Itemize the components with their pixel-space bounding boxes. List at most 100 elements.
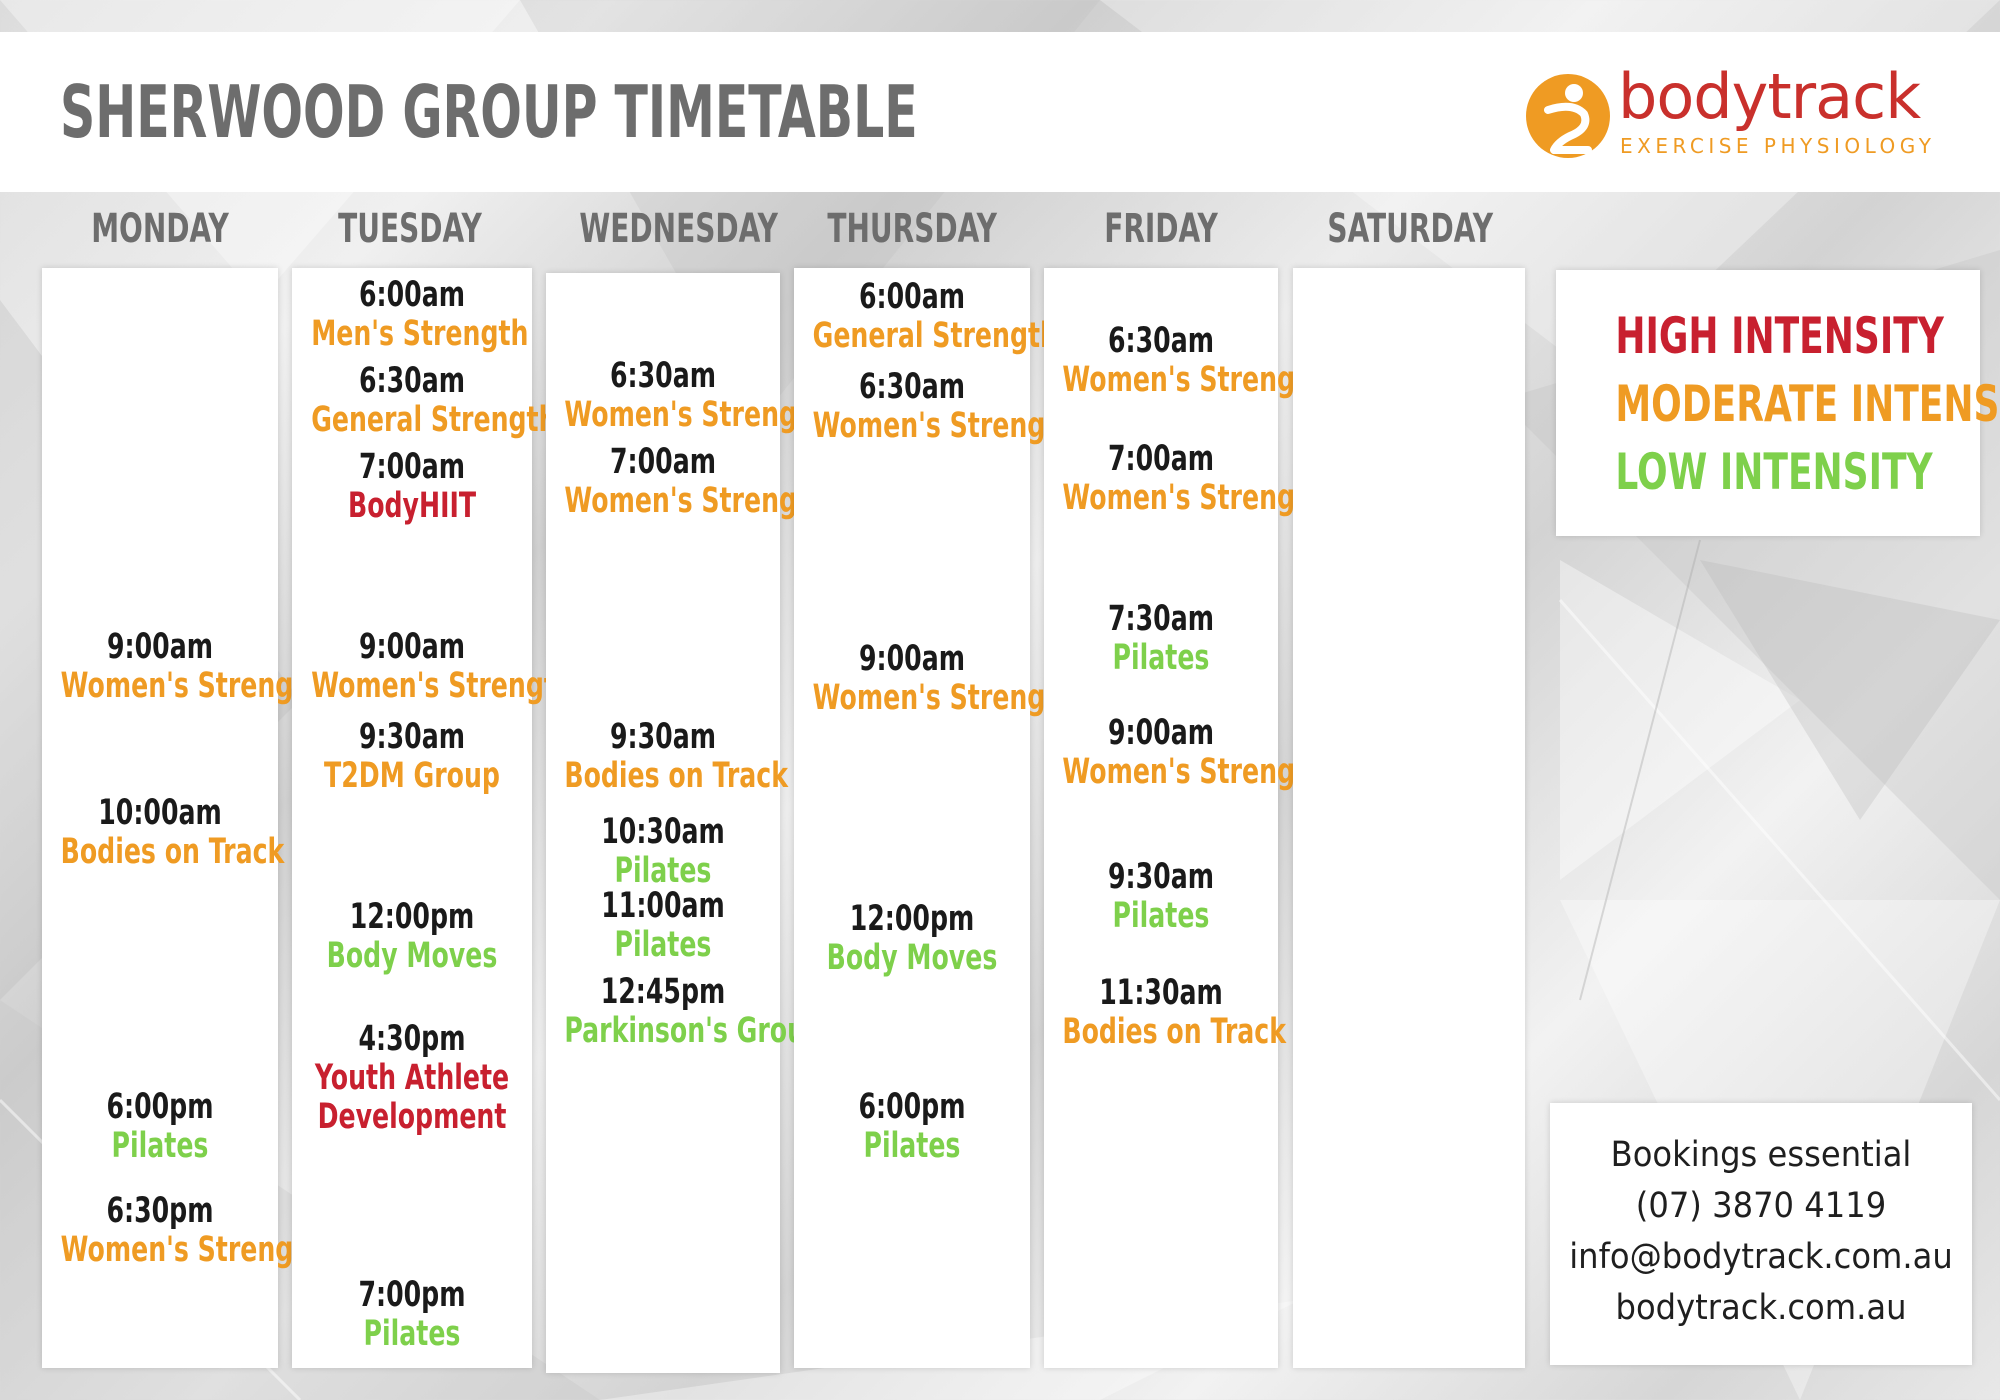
class-name: Women's Strength (60, 1230, 324, 1270)
class-name: Bodies on Track (1062, 1012, 1286, 1052)
bodytrack-logo-icon (1526, 74, 1610, 158)
class-time: 6:30am (1108, 321, 1214, 361)
email-link[interactable]: info@bodytrack.com.au (1569, 1237, 1953, 1277)
class-slot: 6:00pm Pilates (774, 1088, 1050, 1166)
class-slot: 7:00pm Pilates (272, 1276, 552, 1354)
class-time: 9:30am (359, 717, 465, 757)
class-time: 7:30am (1108, 599, 1214, 639)
class-name: Body Moves (826, 938, 998, 978)
class-name: T2DM Group (324, 756, 500, 796)
class-time: 12:00pm (849, 899, 975, 939)
class-name: Men's Strength (311, 314, 529, 354)
class-slot: 6:30am Women's Strength (774, 367, 1076, 446)
website-link[interactable]: bodytrack.com.au (1615, 1288, 1907, 1328)
class-time: 9:00am (859, 639, 965, 679)
day-header-saturday: SATURDAY (1327, 206, 1493, 252)
class-name: Body Moves (326, 936, 498, 976)
class-slot: 9:30am Pilates (1024, 858, 1298, 936)
class-name: Pilates (863, 1126, 961, 1166)
class-time: 9:00am (107, 627, 213, 667)
class-slot: 6:30am Women's Strength (1024, 321, 1326, 400)
logo-subtitle: EXERCISE PHYSIOLOGY (1620, 134, 1936, 158)
class-slot: 11:00am Pilates (526, 887, 800, 965)
class-time: 6:00pm (858, 1087, 966, 1127)
class-time: 9:00am (1108, 713, 1214, 753)
day-header-friday: FRIDAY (1104, 206, 1218, 252)
class-slot: 6:00pm Pilates (22, 1088, 298, 1166)
legend-low-intensity: LOW INTENSITY (1615, 443, 1933, 501)
class-slot: 6:30am General Strength (272, 361, 557, 440)
day-header-thursday: THURSDAY (827, 206, 997, 252)
class-name: Women's Strength (812, 678, 1076, 718)
class-name: Women's Strength (564, 481, 828, 521)
class-time: 7:00am (359, 447, 465, 487)
class-slot: 6:30pm Women's Strength (22, 1191, 324, 1270)
class-name: Pilates (363, 1314, 461, 1354)
day-column-monday: 9:00am Women's Strength 10:00am Bodies o… (42, 268, 323, 1368)
contact-box: Bookings essential (07) 3870 4119 info@b… (1550, 1103, 1972, 1365)
class-slot: 9:00am Women's Strength (22, 627, 324, 706)
day-column-friday: 6:30am Women's Strength 7:00am Women's S… (1044, 268, 1326, 1368)
class-time: 6:00pm (106, 1087, 214, 1127)
phone-number[interactable]: (07) 3870 4119 (1635, 1186, 1887, 1226)
class-slot: 12:00pm Body Moves (774, 900, 1050, 978)
class-name: Pilates (614, 851, 712, 891)
class-slot: 12:00pm Body Moves (272, 898, 552, 976)
class-name: Women's Strength (564, 395, 828, 435)
class-time: 9:30am (1108, 857, 1214, 897)
class-slot: 4:30pm Youth Athlete Development (272, 1020, 552, 1137)
class-time: 7:00am (610, 442, 716, 482)
day-column-saturday (1293, 268, 1525, 1368)
class-slot: 9:30am T2DM Group (272, 718, 552, 796)
class-time: 6:30am (859, 367, 965, 407)
class-name: Women's Strength (60, 666, 324, 706)
class-name: Women's Strength (311, 666, 574, 706)
class-time: 7:00am (1108, 439, 1214, 479)
legend-high-intensity: HIGH INTENSITY (1615, 307, 1944, 365)
class-time: 6:30pm (106, 1191, 214, 1231)
class-time: 4:30pm (358, 1019, 466, 1059)
class-slot: 9:00am Women's Strength (272, 627, 574, 706)
class-name: Pilates (614, 925, 712, 965)
class-time: 12:00pm (349, 897, 475, 937)
bookings-note: Bookings essential (1610, 1135, 1912, 1175)
class-name: Women's Strength (1062, 360, 1326, 400)
class-name: Bodies on Track (60, 832, 285, 872)
class-time: 7:00pm (358, 1275, 466, 1315)
class-time: 9:00am (359, 627, 465, 667)
class-name: Youth Athlete (314, 1058, 510, 1098)
class-slot: 6:00am General Strength (774, 277, 1058, 356)
class-name-line-2: Development (317, 1097, 507, 1137)
class-time: 6:30am (610, 356, 716, 396)
legend-moderate-intensity: MODERATE INTENSITY (1615, 375, 2000, 433)
day-column-tuesday: 6:00am Men's Strength 6:30am General Str… (292, 268, 574, 1368)
class-time: 6:00am (859, 277, 965, 317)
class-name: General Strength (812, 316, 1058, 356)
class-slot: 9:30am Bodies on Track (526, 718, 800, 796)
class-slot: 12:45pm Parkinson's Group (526, 973, 824, 1051)
day-column-wednesday: 6:30am Women's Strength 7:00am Women's S… (546, 273, 828, 1373)
class-name: Bodies on Track (564, 756, 788, 796)
class-slot: 6:30am Women's Strength (526, 356, 828, 435)
class-slot: 9:00am Women's Strength (774, 639, 1076, 718)
day-column-thursday: 6:00am General Strength 6:30am Women's S… (794, 268, 1075, 1368)
class-name: Women's Strength (1062, 478, 1326, 518)
intensity-legend: HIGH INTENSITY MODERATE INTENSITY LOW IN… (1556, 270, 2000, 536)
class-time: 9:30am (610, 717, 716, 757)
class-slot: 10:00am Bodies on Track (22, 794, 298, 872)
day-header-monday: MONDAY (91, 206, 229, 252)
page-title: SHERWOOD GROUP TIMETABLE (60, 70, 918, 154)
header-bar: SHERWOOD GROUP TIMETABLE bodytrack EXERC… (0, 32, 2000, 192)
class-time: 11:30am (1099, 973, 1223, 1013)
day-header-tuesday: TUESDAY (338, 206, 482, 252)
class-slot: 6:00am Men's Strength (272, 276, 552, 354)
class-name: Pilates (1112, 896, 1210, 936)
class-time: 11:00am (601, 886, 725, 926)
day-header-wednesday: WEDNESDAY (579, 206, 778, 252)
class-name: Women's Strength (812, 406, 1076, 446)
class-time: 10:30am (601, 812, 725, 852)
class-time: 6:00am (359, 275, 465, 315)
class-time: 6:30am (359, 361, 465, 401)
class-name: Parkinson's Group (564, 1011, 824, 1051)
class-name: General Strength (311, 400, 557, 440)
